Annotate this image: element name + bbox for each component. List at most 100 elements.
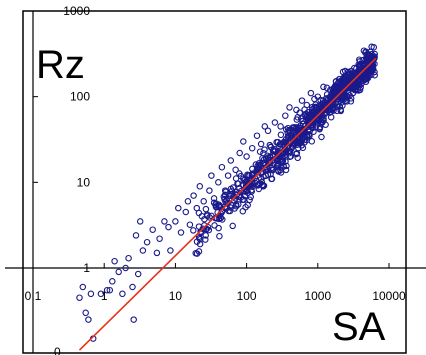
scatter-point bbox=[229, 222, 236, 230]
scatter-point bbox=[87, 290, 95, 298]
scatter-point bbox=[263, 163, 270, 171]
scatter-point bbox=[119, 290, 126, 298]
scatter-point bbox=[182, 208, 190, 216]
scatter-point bbox=[167, 247, 174, 254]
scatter-point bbox=[298, 142, 305, 149]
scatter-point bbox=[309, 124, 316, 132]
scatter-point bbox=[184, 198, 192, 205]
scatter-point bbox=[248, 144, 256, 152]
trendline-path bbox=[78, 57, 377, 351]
scatter-point bbox=[236, 149, 243, 157]
scatter-point bbox=[85, 316, 92, 323]
scatter-point bbox=[130, 316, 137, 323]
scatter-point bbox=[282, 112, 289, 119]
scatter-point bbox=[277, 131, 285, 139]
scatter-point bbox=[290, 124, 297, 132]
trendline bbox=[78, 57, 377, 351]
scatter-point bbox=[255, 185, 263, 193]
scatter-point bbox=[97, 290, 105, 298]
axis-ticks bbox=[32, 10, 390, 269]
scatter-point bbox=[202, 205, 210, 213]
y-bottom-label: 0 bbox=[54, 345, 61, 355]
x-tick-label: 1 bbox=[101, 289, 108, 303]
scatter-point bbox=[226, 192, 233, 200]
scatter-point bbox=[244, 186, 251, 194]
scatter-point bbox=[240, 138, 247, 145]
scatter-point bbox=[273, 162, 281, 169]
scatter-point bbox=[202, 232, 209, 239]
scatter-point bbox=[268, 175, 275, 183]
scatter-point bbox=[215, 179, 222, 186]
x-tick-label: 10 bbox=[169, 289, 183, 303]
scatter-point bbox=[346, 92, 353, 99]
scatter-point bbox=[206, 187, 213, 194]
scatter-point bbox=[122, 264, 129, 272]
scatter-point bbox=[227, 157, 235, 164]
scatter-point bbox=[316, 125, 323, 133]
scatter-point bbox=[224, 172, 232, 179]
scatter-point bbox=[267, 154, 274, 161]
scatter-point bbox=[303, 132, 311, 140]
scatter-point bbox=[357, 84, 364, 91]
scatter-point bbox=[277, 123, 284, 130]
scatter-point bbox=[196, 183, 204, 190]
scatter-point bbox=[275, 142, 283, 150]
scatter-point bbox=[242, 203, 249, 211]
scatter-point bbox=[318, 133, 325, 141]
scatter-point bbox=[275, 148, 283, 156]
scatter-point bbox=[339, 75, 347, 83]
scatter-point bbox=[278, 158, 286, 166]
scatter-point bbox=[370, 44, 378, 51]
scatter-point bbox=[312, 103, 319, 111]
scatter-point bbox=[356, 58, 364, 65]
scatter-point bbox=[283, 162, 290, 170]
scatter-point bbox=[320, 83, 327, 91]
scatter-point bbox=[365, 62, 372, 70]
scatter-point bbox=[257, 140, 265, 148]
scatter-point bbox=[204, 212, 211, 220]
scatter-point bbox=[286, 147, 293, 155]
scatter-point bbox=[261, 123, 269, 130]
scatter-point bbox=[232, 166, 239, 174]
scatter-point bbox=[291, 123, 298, 131]
scatter-point bbox=[115, 268, 122, 276]
scatter-point bbox=[129, 283, 136, 291]
scatter-point bbox=[236, 170, 243, 177]
scatter-point bbox=[190, 192, 197, 199]
scatter-point bbox=[364, 70, 372, 77]
scatter-point bbox=[367, 64, 374, 72]
scatter-point bbox=[213, 202, 220, 210]
scatter-point bbox=[282, 166, 290, 174]
scatter-point bbox=[200, 198, 207, 205]
scatter-point bbox=[106, 286, 114, 294]
scatter-point bbox=[341, 67, 349, 75]
y-axis-label: Rz bbox=[36, 43, 85, 87]
scatter-point bbox=[143, 238, 151, 246]
scatter-point bbox=[367, 48, 374, 56]
scatter-point bbox=[161, 218, 168, 225]
scatter-point bbox=[298, 97, 306, 104]
scatter-point bbox=[195, 209, 203, 217]
x-tick-label: 100 bbox=[237, 289, 257, 303]
scatter-point bbox=[307, 89, 315, 97]
scatter-point bbox=[239, 196, 246, 204]
scatter-point bbox=[237, 188, 245, 195]
tick-labels: 0.1 1 10 100 1000 10000 1 10 100 1000 bbox=[25, 4, 406, 303]
scatter-point bbox=[349, 77, 357, 85]
scatter-point bbox=[248, 188, 255, 195]
scatter-point bbox=[221, 203, 229, 210]
scatter-point bbox=[177, 229, 185, 236]
scatter-point bbox=[215, 224, 222, 232]
scatter-point bbox=[286, 104, 293, 111]
scatter-point bbox=[208, 172, 215, 179]
scatter-point bbox=[227, 191, 235, 198]
scatter-point bbox=[327, 113, 335, 121]
scatter-point bbox=[125, 254, 132, 262]
scatter-point bbox=[308, 138, 316, 145]
scatter-point bbox=[294, 154, 301, 162]
scatter-point bbox=[293, 116, 301, 123]
scatter-point bbox=[199, 225, 207, 233]
scatter-point bbox=[345, 69, 353, 76]
scatter-point bbox=[229, 184, 237, 191]
